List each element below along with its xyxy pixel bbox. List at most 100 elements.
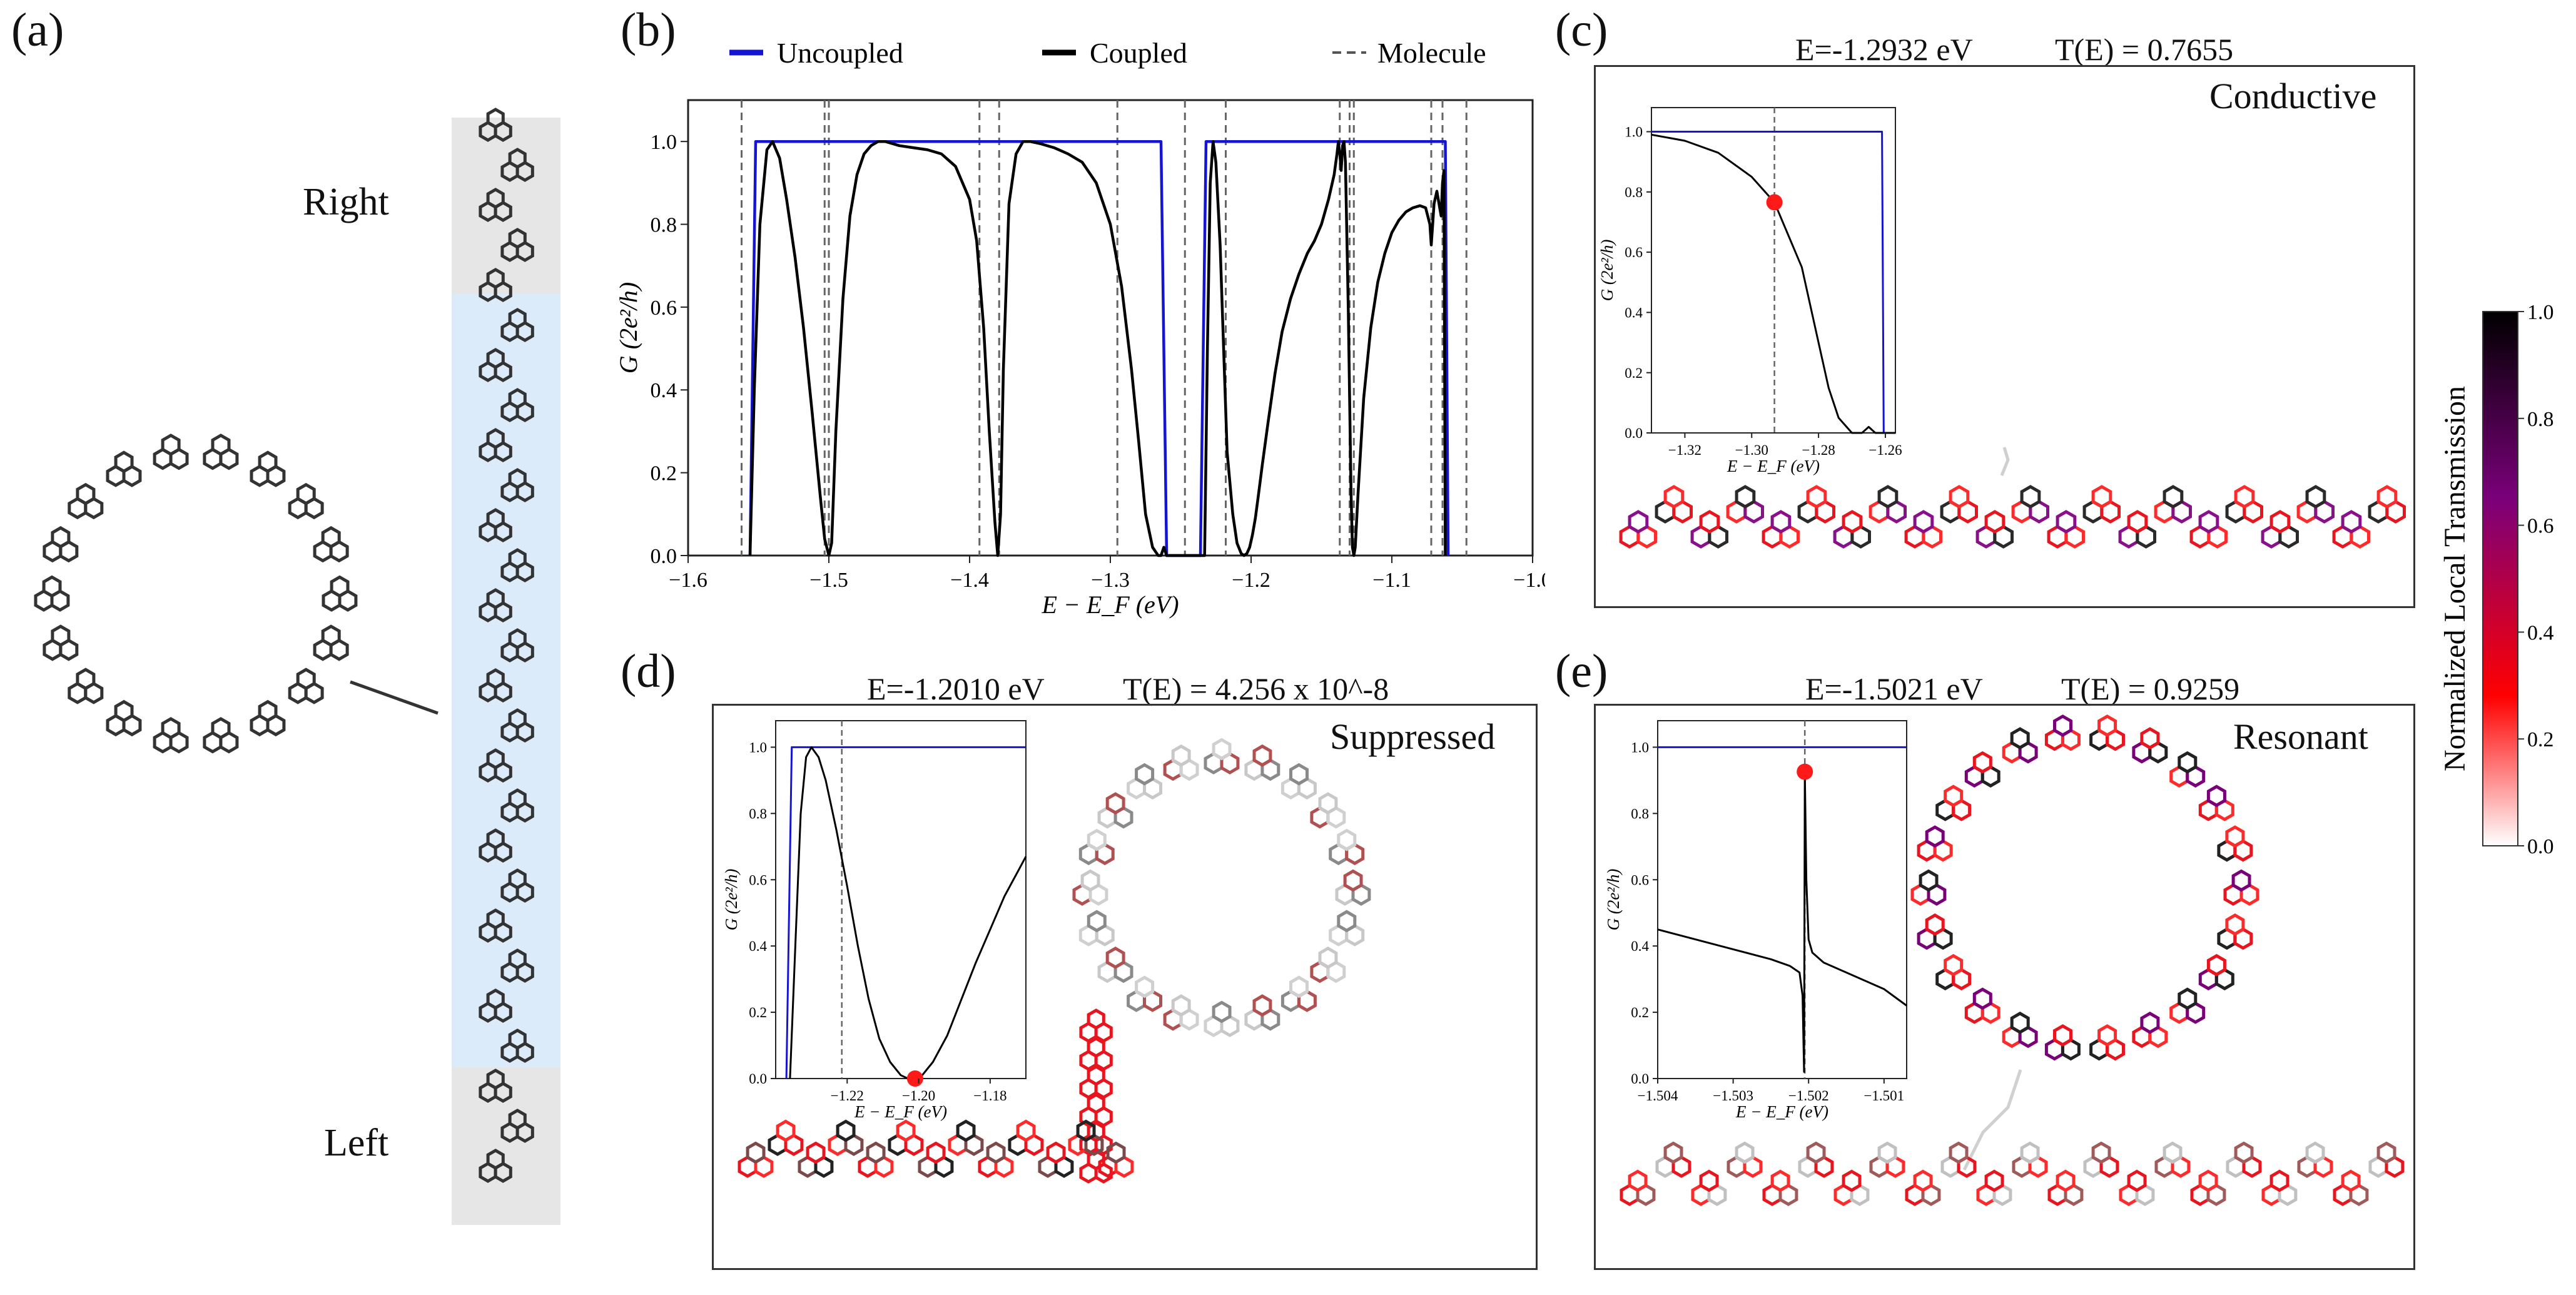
ring-e-hex-15-2 xyxy=(2010,727,2030,749)
chain-d-hex-0-2 xyxy=(746,1141,766,1164)
e-inset-xtick-label-0: −1.504 xyxy=(1638,1088,1678,1104)
chain-e-hex-7-2 xyxy=(1877,1141,1897,1164)
e-inset-yaxis-label: G (2e²/h) xyxy=(1604,869,1623,931)
colorbar-tick-label-1: 0.8 xyxy=(2527,408,2554,431)
chain-e-hex-3-2 xyxy=(1735,1141,1755,1164)
ring-a-hex-17-2 xyxy=(321,526,341,549)
colorbar-tick-label-5: 0.0 xyxy=(2527,835,2554,858)
ring-e-hex-12-2 xyxy=(1925,825,1945,848)
e-inset-xtick-label-2: −1.502 xyxy=(1788,1088,1829,1104)
chain-e-hex-11-2 xyxy=(2020,1141,2040,1164)
ring-a-hex-6-2 xyxy=(114,699,134,723)
chain-e-hex-4-2 xyxy=(1770,1169,1790,1192)
chain-c-hex-12-2 xyxy=(2056,510,2077,534)
chain-a-hex-19-2 xyxy=(508,868,527,890)
chain-e-hex-14-2 xyxy=(2127,1169,2147,1192)
ring-a-linker xyxy=(350,680,439,715)
chain-a-hex-9-2 xyxy=(508,468,527,489)
d-inset-series-uncoupled xyxy=(785,746,1026,1079)
ring-d-hex-17-2 xyxy=(1289,763,1309,786)
legend-uncoupled-label: Uncoupled xyxy=(777,37,903,69)
chain-c-hex-14-2 xyxy=(2127,510,2148,534)
b-xtick-label-5: −1.1 xyxy=(1372,569,1411,592)
chain-a-hex-21-2 xyxy=(508,948,527,970)
chain-c-hex-16-2 xyxy=(2198,510,2219,534)
chain-e-hex-10-2 xyxy=(1984,1169,2004,1192)
ring-d-stem-hex-4-2 xyxy=(1087,1121,1105,1142)
colorbar-tick-label-2: 0.6 xyxy=(2527,515,2554,538)
ring-a-hex-14-2 xyxy=(211,434,231,456)
chain-d-hex-1-2 xyxy=(776,1119,796,1142)
chain-a-hex-20-2 xyxy=(486,908,505,930)
left-lead-label: Left xyxy=(324,1122,389,1164)
ring-d-hex-15-2 xyxy=(1212,738,1232,761)
chain-c-stub xyxy=(2000,447,2010,476)
c-inset-yaxis-label: G (2e²/h) xyxy=(1598,240,1616,302)
chain-a-hex-1-2 xyxy=(508,148,527,169)
chain-e-hex-19-2 xyxy=(2305,1141,2325,1164)
ring-d-hex-9-2 xyxy=(1087,910,1107,933)
d-inset-xaxis-label: E − E_F (eV) xyxy=(854,1102,947,1121)
panel-b-legend-svg: Uncoupled Coupled Molecule xyxy=(729,37,1486,69)
d-inset-xtick-label-2: −1.18 xyxy=(973,1088,1007,1104)
chain-e-hex-0-2 xyxy=(1628,1169,1648,1192)
chain-a-hex-3-2 xyxy=(508,228,527,249)
ring-e-hex-1-2 xyxy=(2225,913,2245,936)
chain-c-hex-20-2 xyxy=(2341,510,2362,534)
ring-e-hex-16-2 xyxy=(2053,714,2072,737)
panel-b-label: (b) xyxy=(621,4,676,56)
ring-a-hex-1-2 xyxy=(321,624,341,648)
colorbar-tick-label-3: 0.4 xyxy=(2527,621,2554,644)
chain-e-hex-18-2 xyxy=(2269,1169,2289,1192)
ring-d-hex-1-2 xyxy=(1337,910,1357,933)
b-xtick-label-2: −1.4 xyxy=(950,569,989,592)
e-inset-xtick-label-1: −1.503 xyxy=(1713,1088,1753,1104)
c-inset-axes-frame xyxy=(1651,107,1896,434)
panel-c-energy: E=-1.2932 eV xyxy=(1795,32,1973,67)
panel-d-label: (d) xyxy=(621,645,676,698)
chain-c-hex-9-2 xyxy=(1949,485,1970,509)
ring-d-hex-6-2 xyxy=(1171,994,1191,1017)
ring-d-hex-18-2 xyxy=(1318,792,1338,815)
ring-e-hex-3-2 xyxy=(2178,987,2198,1010)
d-inset-series-coupled xyxy=(789,746,1027,1080)
ring-d-hex-2-2 xyxy=(1318,947,1338,969)
e-inset-ytick-label-2: 0.4 xyxy=(1631,938,1649,954)
ring-d-hex-12-2 xyxy=(1105,792,1125,815)
chain-e-hex-15-2 xyxy=(2163,1141,2183,1164)
chain-c-hex-17-2 xyxy=(2234,485,2255,509)
b-ytick-label-3: 0.6 xyxy=(651,297,677,320)
b-ytick-label-4: 0.8 xyxy=(651,213,677,236)
e-inset-axes-frame xyxy=(1657,720,1907,1079)
chain-c-hex-1-2 xyxy=(1663,485,1685,509)
ring-e-hex-20-2 xyxy=(2206,785,2226,808)
colorbar-gradient xyxy=(2482,311,2518,846)
e-inset-xaxis-label: E − E_F (eV) xyxy=(1735,1102,1828,1121)
chain-c-hex-15-2 xyxy=(2163,485,2184,509)
ring-a-hex-15-2 xyxy=(258,450,278,474)
chain-a-hex-23-2 xyxy=(508,1028,527,1050)
chain-d-hex-3-2 xyxy=(836,1119,856,1142)
chain-d-hex-11-2 xyxy=(1076,1119,1096,1142)
chain-c-hex-8-2 xyxy=(1913,510,1934,534)
panel-c-transmission-map xyxy=(1619,447,2406,549)
c-inset-ytick-label-3: 0.6 xyxy=(1625,245,1643,260)
e-inset-series-coupled xyxy=(1657,771,1907,1073)
panel-d-transmission-map xyxy=(738,738,1371,1184)
scattering-region xyxy=(452,294,560,1067)
panel-c-transmission: T(E) = 0.7655 xyxy=(2055,32,2234,67)
chain-e-hex-5-2 xyxy=(1806,1141,1826,1164)
ring-e-hex-4-2 xyxy=(2140,1012,2160,1034)
chain-d-hex-8-2 xyxy=(986,1141,1006,1164)
b-xtick-label-6: −1.0 xyxy=(1513,569,1545,592)
ring-a-hex-12-2 xyxy=(114,450,134,474)
ring-d-stem-hex-5-2 xyxy=(1087,1149,1105,1171)
panel-e-frame xyxy=(1594,704,2415,1270)
panel-b-chart: 0.0 0.2 0.4 0.6 0.8 1.0 −1.6 −1.5 −1.4 −1.3 −1.2 −1… xyxy=(619,99,1545,619)
b-yaxis-label: G (2e²/h) xyxy=(619,282,642,373)
ring-d-hex-10-2 xyxy=(1080,869,1100,892)
ring-a-hex-13-2 xyxy=(161,434,181,456)
ring-e-hex-2-2 xyxy=(2206,953,2226,977)
chain-a-hex-2-2 xyxy=(486,188,505,209)
chain-c-hex-5-2 xyxy=(1806,485,1827,509)
